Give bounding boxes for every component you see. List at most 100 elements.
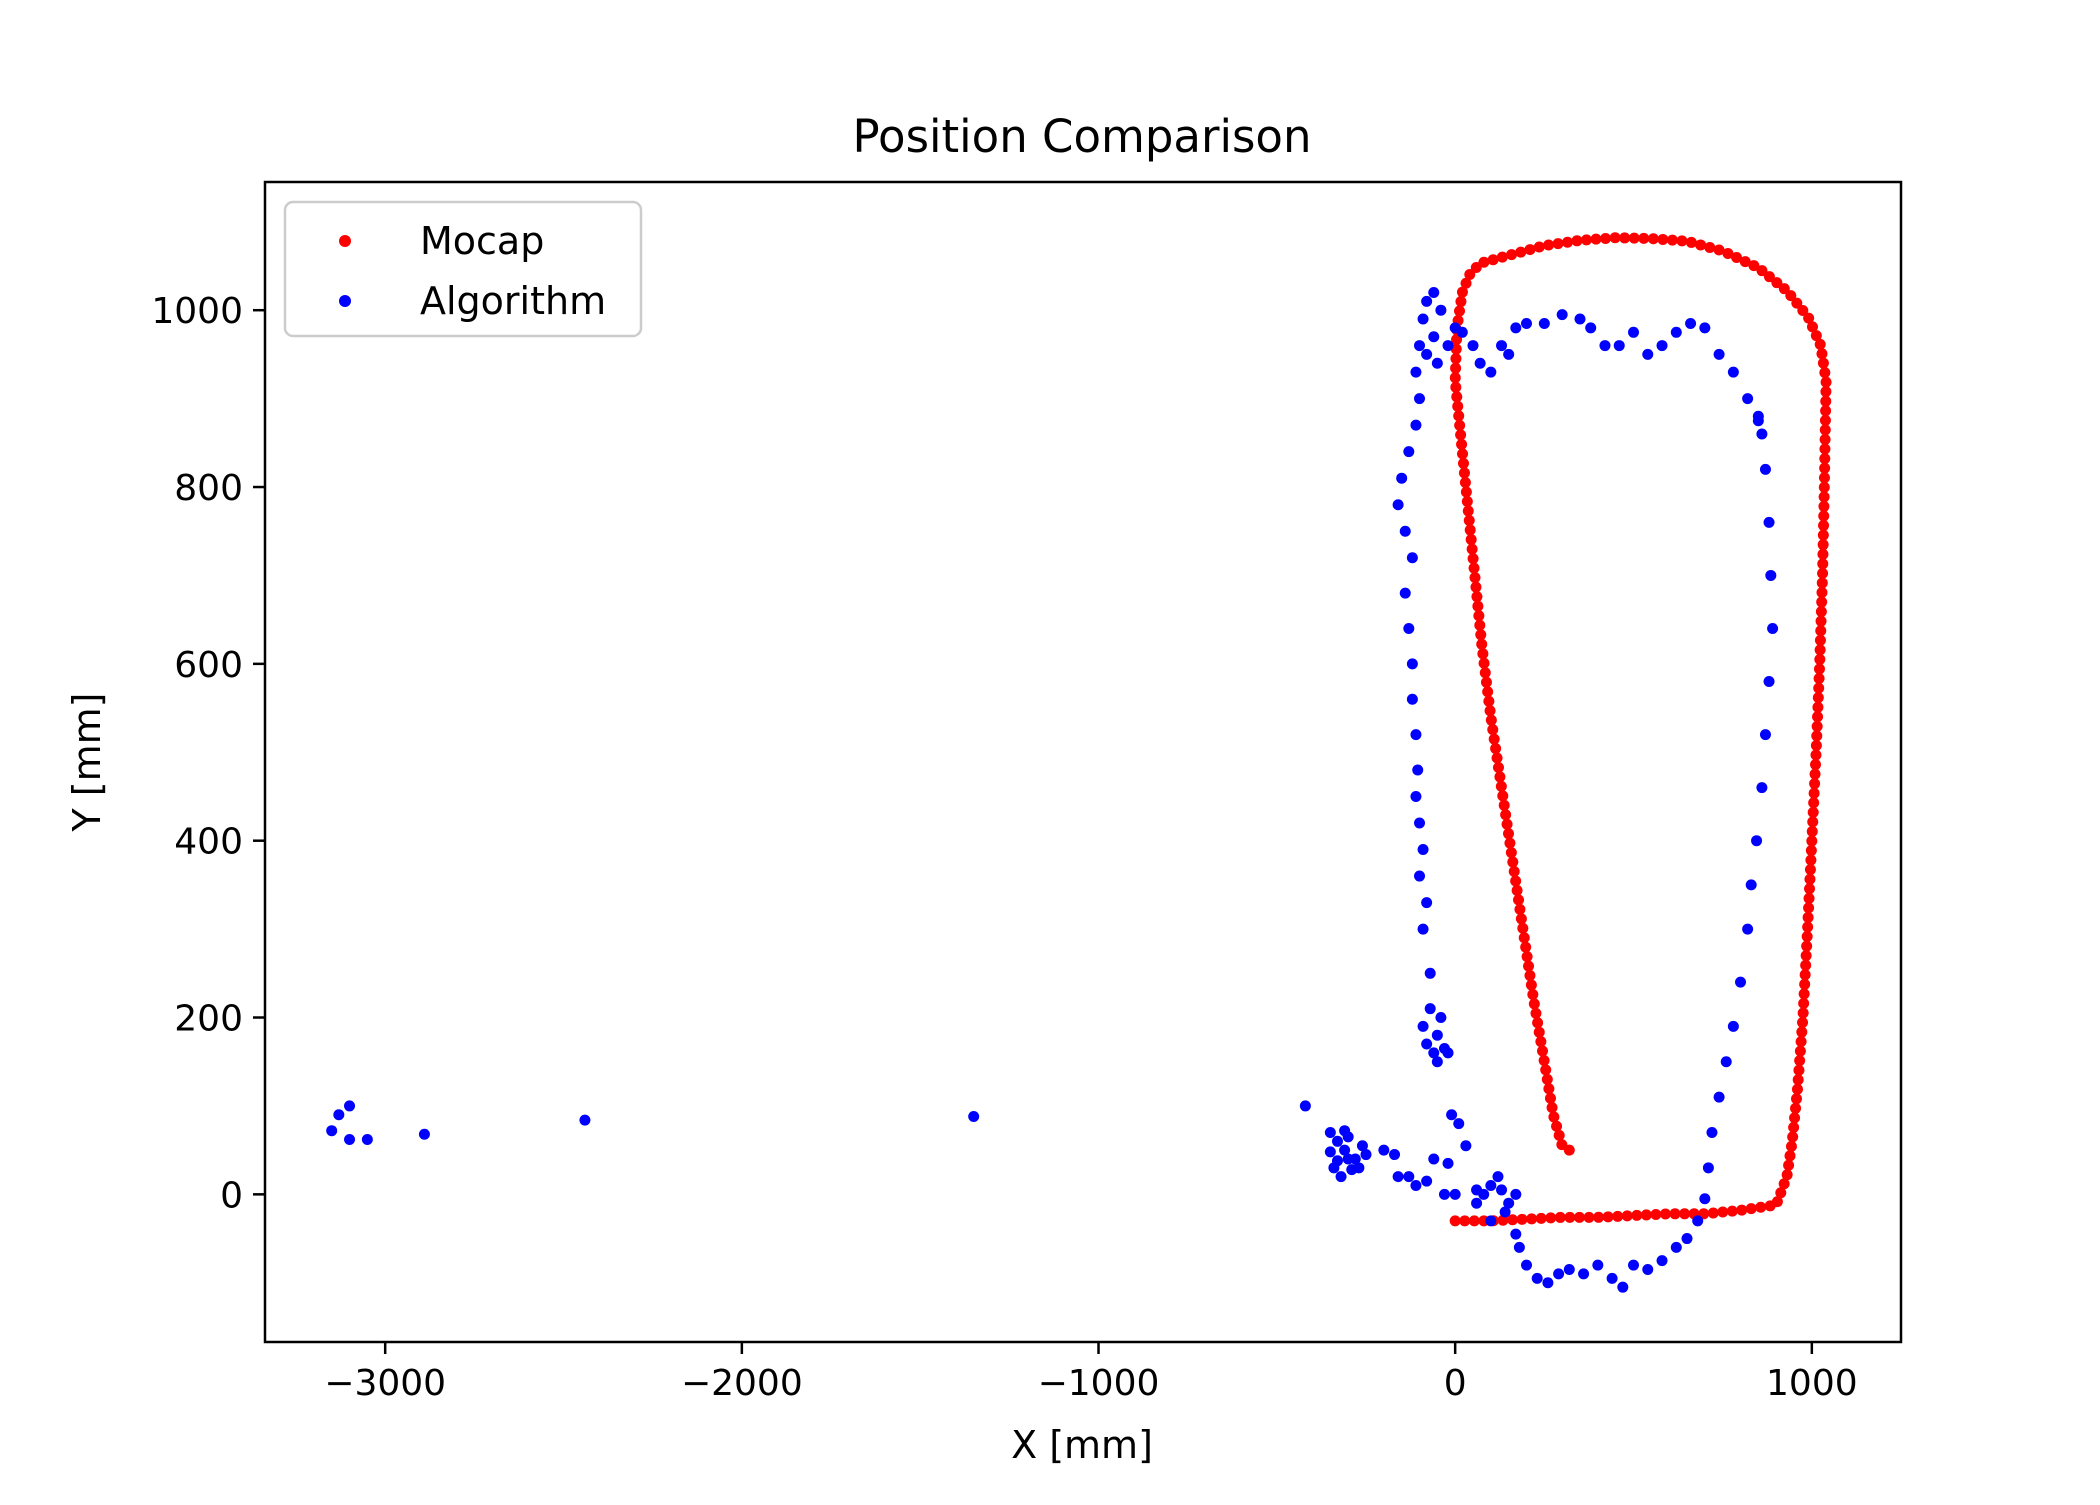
mocap-point (1600, 232, 1612, 244)
mocap-point (1745, 1203, 1757, 1215)
algorithm-point (1642, 1264, 1654, 1275)
mocap-point (1810, 330, 1822, 342)
mocap-point (1543, 1083, 1555, 1095)
algorithm-point (326, 1125, 338, 1137)
algorithm-point (1756, 428, 1768, 440)
mocap-point (1583, 1211, 1595, 1223)
mocap-point (1497, 1214, 1509, 1226)
algorithm-point (1399, 525, 1411, 537)
mocap-point (1669, 1208, 1681, 1220)
mocap-point (1809, 768, 1821, 780)
mocap-point (1517, 922, 1529, 934)
mocap-point (1798, 997, 1810, 1009)
algorithm-point (1585, 322, 1597, 334)
mocap-point (1814, 338, 1826, 350)
algorithm-point (1410, 419, 1422, 431)
mocap-point (1771, 277, 1783, 289)
plot-frame (263, 180, 1903, 1344)
mocap-point (1726, 1205, 1738, 1217)
mocap-point (1814, 644, 1826, 656)
mocap-point (1789, 1112, 1801, 1124)
mocap-point (1478, 657, 1490, 669)
mocap-point (1460, 486, 1472, 498)
mocap-point (1739, 256, 1751, 268)
mocap-point (1500, 809, 1512, 821)
mocap-point (1492, 761, 1504, 773)
algorithm-point (1331, 1155, 1343, 1167)
algorithm-point (1752, 410, 1764, 422)
algorithm-point (1496, 1184, 1508, 1196)
algorithm-point (1353, 1162, 1365, 1174)
algorithm-point (1406, 658, 1418, 670)
mocap-point (1533, 241, 1545, 253)
algorithm-point (1414, 340, 1426, 352)
algorithm-point (1578, 1268, 1590, 1280)
algorithm-point (1767, 622, 1779, 634)
mocap-point (1803, 892, 1815, 904)
algorithm-point (1702, 1162, 1714, 1174)
mocap-point (1484, 705, 1496, 717)
mocap-point (1628, 232, 1640, 244)
algorithm-point (1453, 1118, 1465, 1130)
algorithm-point (333, 1109, 345, 1121)
algorithm-point (1742, 393, 1754, 405)
algorithm-point (1510, 322, 1522, 334)
mocap-point (1480, 676, 1492, 688)
mocap-point (1817, 548, 1829, 560)
algorithm-point (1478, 1188, 1490, 1200)
algorithm-point (1360, 1149, 1372, 1161)
mocap-point (1808, 787, 1820, 799)
mocap-point (1819, 433, 1831, 445)
algorithm-point (1763, 676, 1775, 688)
chart-title: Position Comparison (853, 110, 1312, 163)
mocap-point (1802, 921, 1814, 933)
algorithm-point (1759, 729, 1771, 741)
mocap-point (1785, 290, 1797, 302)
mocap-point (1798, 988, 1810, 1000)
y-tick-label: 0 (220, 1175, 243, 1216)
mocap-point (1459, 476, 1471, 488)
mocap-point (1466, 543, 1478, 555)
mocap-point (1462, 505, 1474, 517)
mocap-point (1456, 438, 1468, 450)
algorithm-point (1389, 1149, 1401, 1161)
mocap-point (1477, 648, 1489, 660)
mocap-point (1820, 386, 1832, 398)
algorithm-point (1713, 348, 1725, 360)
algorithm-point (1435, 1012, 1447, 1024)
mocap-point (1460, 277, 1472, 289)
algorithm-point (1521, 317, 1533, 329)
mocap-point (1536, 1045, 1548, 1057)
mocap-point (1541, 1073, 1553, 1085)
mocap-point (1818, 520, 1830, 532)
algorithm-point (1431, 357, 1443, 369)
mocap-point (1804, 883, 1816, 895)
mocap-point (1525, 979, 1537, 991)
mocap-point (1815, 615, 1827, 627)
mocap-point (1807, 816, 1819, 828)
algorithm-point (1438, 1188, 1450, 1200)
mocap-point (1806, 835, 1818, 847)
mocap-point (1722, 247, 1734, 259)
mocap-point (1638, 232, 1650, 244)
mocap-point (1454, 305, 1466, 317)
mocap-point (1513, 894, 1525, 906)
algorithm-point (579, 1114, 591, 1126)
mocap-point (1809, 778, 1821, 790)
mocap-point (1564, 1211, 1576, 1223)
x-axis-label: X [mm] (1011, 1423, 1153, 1467)
algorithm-point (1763, 516, 1775, 528)
algorithm-point (1339, 1144, 1351, 1156)
mocap-point (1562, 236, 1574, 248)
mocap-point (1463, 515, 1475, 527)
mocap-point (1810, 739, 1822, 751)
algorithm-point (1378, 1144, 1390, 1156)
mocap-point (1797, 305, 1809, 317)
mocap-point (1527, 988, 1539, 1000)
algorithm-point (1606, 1272, 1618, 1284)
algorithm-point (1424, 967, 1436, 979)
mocap-point (1784, 1150, 1796, 1162)
mocap-point (1791, 297, 1803, 309)
y-tick-label: 1000 (151, 291, 243, 332)
mocap-point (1507, 1214, 1519, 1226)
